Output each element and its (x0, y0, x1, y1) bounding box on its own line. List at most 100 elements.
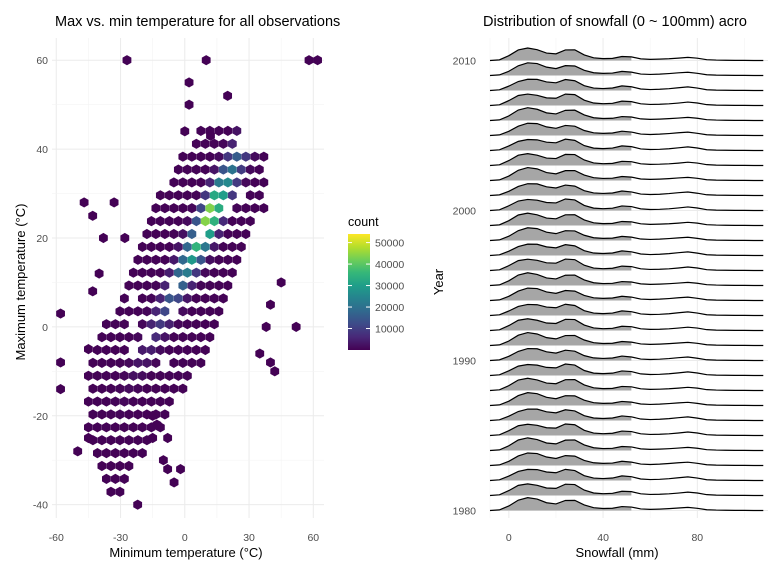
hexbin-cell (115, 486, 125, 497)
hexbin-cell (155, 267, 165, 278)
hexbin-x-ticks: -60 -30 0 30 60 (49, 532, 320, 544)
hexbin-cell (101, 422, 111, 433)
ridgeline-y-axis-title: Year (431, 268, 446, 295)
hexbin-cell (128, 422, 138, 433)
hexbin-cell (187, 306, 197, 317)
hexbin-cell (133, 499, 143, 510)
hexbin-cell (209, 164, 219, 175)
hexbin-cell (214, 151, 224, 162)
ridge-line-1991 (489, 331, 764, 347)
x-tick-label: 30 (243, 532, 255, 544)
hexbin-cell (236, 241, 246, 252)
hexbin-cell (223, 254, 233, 265)
hexbin-cell (169, 177, 179, 188)
hexbin-cell (236, 216, 246, 227)
hexbin-cell (110, 344, 120, 356)
hexbin-cell (254, 190, 264, 201)
y-tick-label: 40 (36, 144, 48, 156)
hexbin-cell (128, 370, 138, 381)
ridge-fill-2010 (490, 48, 632, 61)
hexbin-cell (241, 228, 251, 240)
hexbin-cell (191, 319, 201, 330)
hexbin-cell (155, 216, 165, 227)
ridge-fill-1992 (490, 318, 632, 331)
hexbin-cell (232, 151, 242, 162)
hexbin-cell (196, 203, 206, 214)
hexbin-cell (106, 409, 116, 420)
hexbin-cell (115, 435, 125, 446)
ridge-fill-1999 (490, 213, 632, 226)
hexbin-cell (151, 203, 161, 214)
hexbin-cell (93, 396, 102, 407)
y-tick-label: 1990 (453, 356, 477, 368)
hexbin-cell (223, 151, 233, 162)
hexbin-cell (151, 254, 161, 265)
ridgeline-panel: Distribution of snowfall (0 ~ 100mm) acr… (431, 14, 768, 560)
hexbin-cell (191, 267, 201, 278)
hexbin-cell (191, 293, 201, 304)
hexbin-cell (259, 151, 269, 162)
hexbin-cell (205, 177, 215, 188)
hexbin-cell (304, 55, 314, 66)
hexbin-x-axis-title: Minimum temperature (°C) (109, 545, 262, 560)
hexbin-cell (115, 383, 125, 394)
ridge-fill-1996 (490, 259, 632, 271)
hexbin-cell (110, 422, 120, 433)
hexbin-cell (124, 332, 134, 343)
hexbin-cell (250, 177, 260, 188)
hexbin-cell (101, 319, 111, 330)
ridge-fill-2006 (490, 107, 632, 121)
hexbin-cell (173, 293, 183, 304)
hexbin-cell (178, 203, 188, 214)
hexbin-cell (209, 319, 219, 330)
hexbin-cell (97, 435, 107, 446)
hexbin-cell (146, 319, 156, 330)
hexbin-cell (169, 203, 179, 214)
hexbin-cell (259, 177, 269, 188)
legend-label: 20000 (375, 302, 404, 314)
hexbin-cell (137, 293, 147, 304)
hexbin-cell (223, 228, 233, 240)
ridge-line-2006 (489, 107, 764, 122)
y-tick-label: 60 (36, 55, 48, 67)
hexbin-cell (164, 370, 174, 381)
hexbin-cell (205, 151, 215, 162)
hexbin-cell (137, 267, 147, 278)
y-tick-label: 20 (36, 233, 48, 245)
hexbin-cell (97, 409, 107, 420)
hexbin-cell (124, 460, 134, 472)
hexbin-cell (173, 216, 183, 227)
hexbin-cell (232, 228, 242, 240)
hexbin-cell (106, 383, 116, 394)
hexbin-cell (232, 254, 242, 265)
hexbin-cell (241, 177, 251, 188)
hexbin-cell (137, 344, 147, 356)
hexbin-cell (148, 410, 158, 421)
ridge-fill-2009 (490, 62, 632, 76)
ridge-line-2002 (489, 166, 764, 182)
hexbin-cell (173, 164, 183, 175)
hexbin-cell (173, 190, 183, 201)
hexbin-cell (56, 308, 65, 319)
hexbin-cell (163, 464, 173, 475)
ridge-line-1989 (489, 363, 764, 377)
hexbin-cell (218, 216, 228, 227)
hexbin-cell (187, 228, 197, 240)
hexbin-cell (178, 177, 188, 188)
hexbin-cell (133, 357, 143, 368)
hexbin-cell (182, 241, 192, 252)
hexbin-cell (214, 203, 224, 214)
hexbin-cell (110, 473, 120, 484)
hexbin-cell (146, 267, 156, 278)
hexbin-cell (106, 357, 116, 368)
ridge-fill-1994 (490, 288, 632, 301)
hexbin-cell (218, 267, 228, 278)
hexbin-cell (148, 432, 158, 444)
hexbin-cell (133, 409, 143, 420)
hexbin-cell (93, 448, 102, 459)
hexbin-cell (119, 344, 129, 356)
ridge-line-1982 (489, 468, 764, 482)
hexbin-cell (206, 130, 215, 141)
ridge-fill-2000 (490, 199, 632, 211)
y-tick-label: 0 (42, 322, 48, 334)
